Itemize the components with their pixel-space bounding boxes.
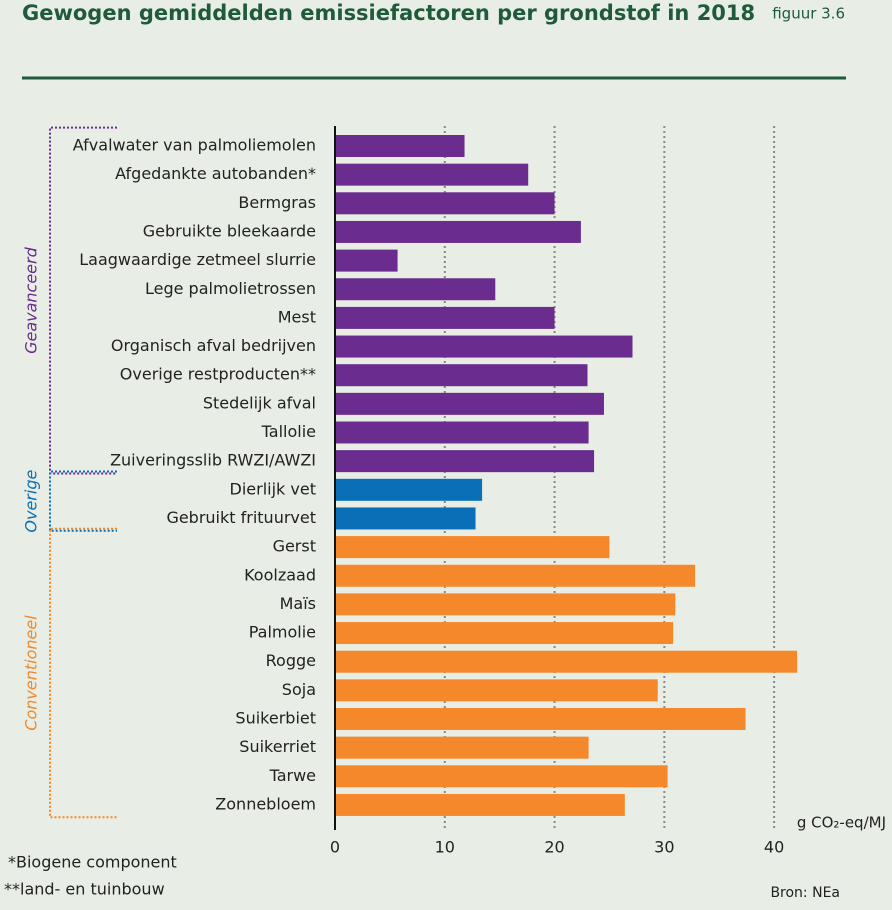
chart-title: Gewogen gemiddelden emissiefactoren per …	[22, 1, 755, 25]
bar	[335, 650, 798, 673]
bar	[335, 679, 658, 702]
bar	[335, 220, 581, 243]
group-bracket	[49, 126, 117, 475]
bar	[335, 135, 465, 157]
group-label: Conventioneel	[22, 615, 41, 731]
bar	[335, 364, 588, 387]
group-label: Overige	[22, 470, 41, 533]
category-label: Overige restproducten**	[120, 365, 316, 384]
bar	[335, 392, 604, 415]
bar	[335, 278, 496, 301]
bar	[335, 564, 696, 587]
bar	[335, 450, 595, 473]
category-label: Rogge	[266, 651, 316, 670]
category-label: Tarwe	[269, 766, 316, 785]
x-tick-label: 10	[435, 838, 455, 857]
group-bracket	[49, 470, 117, 532]
bar	[335, 249, 398, 272]
x-axis-label: g CO₂-eq/MJ	[797, 814, 886, 832]
category-label: Maïs	[280, 594, 316, 613]
group-bracket	[49, 527, 117, 819]
category-label: Suikerbiet	[235, 709, 316, 728]
bar	[335, 306, 555, 329]
category-label: Mest	[278, 307, 316, 326]
category-label: Tallolie	[261, 422, 316, 441]
category-label: Zuiveringsslib RWZI/AWZI	[110, 451, 316, 470]
x-tick-label: 30	[654, 838, 674, 857]
bar	[335, 507, 476, 530]
bar	[335, 335, 633, 358]
category-label: Bermgras	[238, 193, 316, 212]
x-tick-label: 0	[330, 838, 340, 857]
figure-label: figuur 3.6	[772, 5, 845, 23]
category-label: Soja	[282, 680, 316, 699]
category-label: Gerst	[273, 537, 316, 556]
bar	[335, 192, 555, 215]
bar	[335, 793, 625, 816]
category-label: Dierlijk vet	[230, 479, 316, 498]
bar	[335, 536, 610, 559]
category-label: Organisch afval bedrijven	[111, 336, 316, 355]
x-tick-label: 20	[544, 838, 564, 857]
category-label: Gebruikt frituurvet	[166, 508, 316, 527]
bar	[335, 708, 746, 730]
category-label: Stedelijk afval	[203, 393, 316, 412]
category-label: Afvalwater van palmoliemolen	[73, 136, 316, 155]
bar	[335, 163, 529, 186]
bar	[335, 622, 674, 645]
category-label: Gebruikte bleekaarde	[143, 221, 316, 240]
category-label: Palmolie	[249, 623, 316, 642]
bar	[335, 421, 589, 444]
bar	[335, 593, 676, 616]
category-label: Laagwaardige zetmeel slurrie	[79, 250, 316, 269]
category-label: Zonnebloem	[215, 794, 316, 813]
footnote: *Biogene component	[8, 853, 177, 872]
category-label: Koolzaad	[244, 565, 316, 584]
source: Bron: NEa	[770, 885, 840, 901]
category-label: Lege palmolietrossen	[145, 279, 316, 298]
bar	[335, 736, 589, 759]
bar	[335, 765, 668, 788]
footnote: **land- en tuinbouw	[4, 880, 165, 899]
category-label: Afgedankte autobanden*	[115, 164, 316, 183]
bar	[335, 478, 483, 501]
category-label: Suikerriet	[239, 737, 316, 756]
group-label: Geavanceerd	[22, 246, 41, 354]
x-tick-label: 40	[764, 838, 784, 857]
